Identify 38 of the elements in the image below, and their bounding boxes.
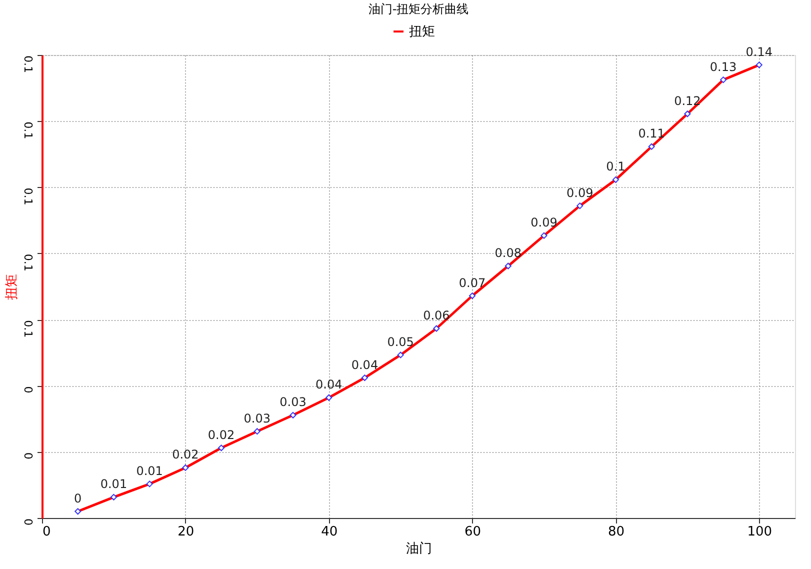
data-label: 0.02 bbox=[208, 428, 235, 442]
x-tick-label: 20 bbox=[178, 524, 194, 540]
x-tick-label: 100 bbox=[747, 524, 772, 540]
y-tick-label: 0.1 bbox=[22, 56, 34, 73]
data-label: 0.09 bbox=[530, 216, 558, 230]
x-axis-title: 油门 bbox=[406, 540, 432, 556]
data-label: 0.12 bbox=[674, 94, 701, 108]
x-tick-label: 60 bbox=[464, 524, 482, 540]
y-tick-label: 0.1 bbox=[22, 122, 34, 140]
data-label: 0.04 bbox=[351, 358, 378, 372]
data-label: 0.03 bbox=[280, 395, 306, 410]
y-tick-label: 0 bbox=[22, 518, 34, 526]
y-tick-label: 0.1 bbox=[22, 254, 34, 272]
data-label: 0 bbox=[74, 491, 82, 506]
x-tick-label: 80 bbox=[608, 524, 624, 540]
data-label: 0.13 bbox=[710, 60, 737, 74]
data-label: 0.03 bbox=[244, 411, 270, 426]
legend-label: 扭矩 bbox=[409, 24, 435, 40]
y-tick-label: 0.1 bbox=[22, 320, 34, 338]
data-label: 0.06 bbox=[423, 308, 450, 322]
data-label: 0.01 bbox=[100, 477, 128, 492]
data-label: 0.14 bbox=[746, 44, 772, 59]
chart-title: 油门-扭矩分析曲线 bbox=[368, 2, 469, 16]
data-label: 0.05 bbox=[387, 334, 414, 349]
x-tick-label: 40 bbox=[321, 524, 338, 540]
data-label: 0.04 bbox=[316, 378, 342, 392]
data-label: 0.01 bbox=[136, 464, 163, 478]
data-label: 0.09 bbox=[566, 186, 594, 200]
y-tick-label: 0.1 bbox=[22, 188, 34, 206]
y-tick-label: 0 bbox=[22, 452, 34, 460]
y-tick-label: 0 bbox=[22, 386, 34, 394]
y-axis-title: 扭矩 bbox=[4, 274, 20, 300]
data-label: 0.02 bbox=[172, 448, 199, 462]
data-label: 0.11 bbox=[638, 126, 665, 141]
data-label: 0.07 bbox=[458, 276, 486, 290]
data-label: 0.08 bbox=[494, 246, 522, 260]
data-label: 0.1 bbox=[606, 160, 626, 174]
x-tick-label: 0 bbox=[42, 524, 51, 540]
